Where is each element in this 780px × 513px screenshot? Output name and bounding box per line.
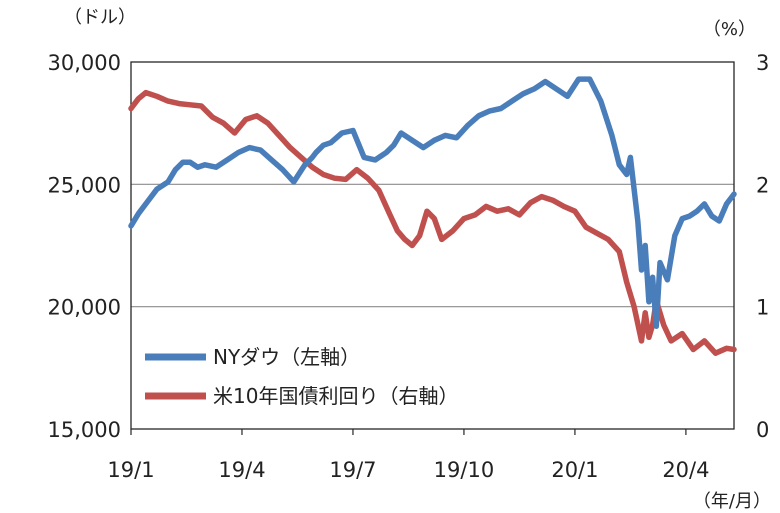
x-axis-ticks: 19/1 19/4 19/7 19/10 20/1 20/4 [107, 429, 709, 482]
x-tick-label: 20/4 [662, 458, 709, 482]
x-tick-label: 19/10 [434, 458, 495, 482]
right-axis-unit: （%） [703, 19, 756, 40]
left-tick-label: 20,000 [48, 296, 121, 320]
right-tick-label: 0 [756, 418, 769, 442]
right-tick-label: 1 [756, 296, 769, 320]
left-axis-unit: （ドル） [64, 7, 136, 28]
series-lines [128, 76, 737, 356]
right-tick-label: 3 [756, 51, 769, 75]
yield-series-line [128, 89, 737, 356]
dow-series-line [128, 76, 737, 329]
x-tick-label: 19/7 [329, 458, 376, 482]
left-axis-ticks: 30,000 25,000 20,000 15,000 [48, 51, 121, 442]
x-tick-label: 20/1 [551, 458, 598, 482]
left-tick-label: 30,000 [48, 51, 121, 75]
right-axis-ticks: 3 2 1 0 [756, 51, 769, 442]
left-tick-label: 25,000 [48, 173, 121, 197]
legend-label-dow: NYダウ（左軸） [213, 345, 360, 369]
left-tick-label: 15,000 [48, 418, 121, 442]
x-tick-label: 19/4 [218, 458, 265, 482]
legend: NYダウ（左軸） 米10年国債利回り（右軸） [145, 345, 458, 408]
x-axis-unit: （年/月） [693, 491, 771, 512]
right-tick-label: 2 [756, 173, 769, 197]
x-tick-label: 19/1 [107, 458, 154, 482]
legend-label-yield: 米10年国債利回り（右軸） [213, 384, 458, 408]
plot-frame [130, 61, 735, 430]
